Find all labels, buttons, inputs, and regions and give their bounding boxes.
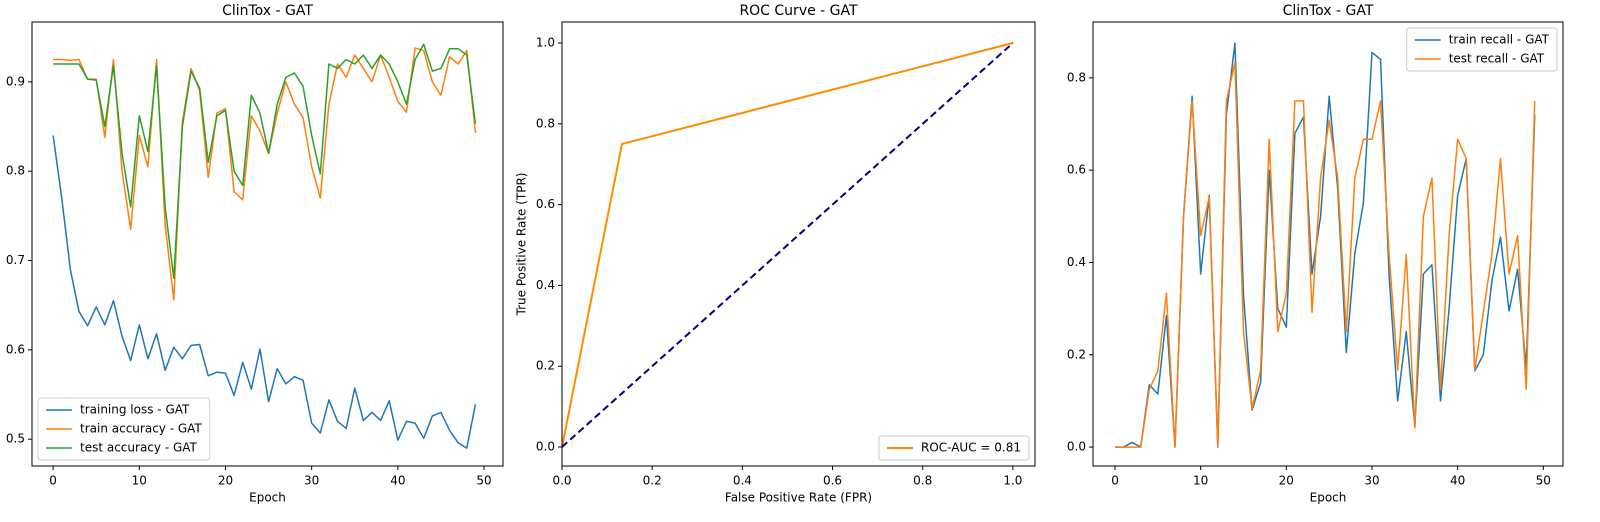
legend: train recall - GAT test recall - GAT [1406,27,1558,72]
y-tick-label: 0.0 [536,440,555,454]
axes-frame [31,21,504,467]
axes-frame [561,21,1036,467]
y-tick-label: 0.8 [1067,70,1086,84]
y-tick-label: 0.6 [1067,163,1086,177]
x-tick-label: 10 [1193,474,1208,488]
y-tick-label: 0.9 [6,74,25,88]
chart-title: ClinTox - GAT [222,3,313,19]
legend-label: test recall - GAT [1449,52,1545,66]
legend-label: training loss - GAT [80,403,190,417]
x-tick-label: 40 [1450,474,1465,488]
x-axis-label: Epoch [249,491,286,505]
x-tick-label: 0.2 [643,474,662,488]
y-tick-label: 0.4 [536,278,555,292]
x-tick-label: 20 [1279,474,1294,488]
axes-frame [1092,21,1564,467]
x-tick-label: 0.4 [733,474,752,488]
series-line [52,135,477,449]
legend: training loss - GAT train accuracy - GAT t… [37,397,211,461]
x-axis-label: False Positive Rate (FPR) [725,491,872,505]
chart-title: ClinTox - GAT [1283,3,1374,19]
series-line [562,42,1014,448]
legend-box [1406,27,1558,72]
legend-label: test accuracy - GAT [80,441,198,455]
panel: ClinTox - GAT 0 10 20 30 40 50 0.5 0.6 0.7 0.8 0.9 E… [6,3,504,505]
x-tick-label: 30 [304,474,319,488]
series-line [53,43,477,280]
x-tick-label: 10 [132,474,147,488]
x-tick-label: 1.0 [1003,474,1022,488]
y-tick-label: 0.7 [6,253,25,267]
y-tick-label: 0.6 [6,342,25,356]
series-line [562,42,1014,448]
x-tick-label: 0.0 [552,474,571,488]
panel: ROC Curve - GAT 0.0 0.2 0.4 0.6 0.8 1.0 0.0 0.2 0… [515,3,1036,505]
plot-area [562,42,1014,448]
legend-box [878,435,1030,461]
legend-label: train recall - GAT [1449,33,1550,47]
y-tick-label: 0.2 [536,359,555,373]
y-tick-label: 0.4 [1067,255,1086,269]
legend: ROC-AUC = 0.81 [878,435,1030,461]
y-tick-label: 0.6 [536,197,555,211]
x-tick-label: 0 [49,474,57,488]
series-line [53,47,477,301]
x-axis-label: Epoch [1310,491,1347,505]
x-tick-label: 20 [218,474,233,488]
x-tick-label: 50 [1536,474,1551,488]
panel: ClinTox - GAT 0 10 20 30 40 50 0.0 0.2 0.4 0.6 0.8 E… [1067,3,1564,505]
y-axis-label: True Positive Rate (TPR) [515,173,529,317]
legend-label: train accuracy - GAT [80,422,202,436]
x-tick-label: 40 [390,474,405,488]
y-tick-label: 1.0 [536,36,555,50]
plot-area [1115,42,1536,448]
chart-title: ROC Curve - GAT [739,3,858,19]
legend-label: ROC-AUC = 0.81 [921,441,1021,455]
y-tick-label: 0.8 [536,116,555,130]
x-tick-label: 50 [476,474,491,488]
series-line [1115,61,1536,448]
x-tick-label: 0.6 [823,474,842,488]
x-tick-label: 0 [1111,474,1119,488]
legend-box [37,397,211,461]
y-tick-label: 0.5 [6,432,25,446]
y-tick-label: 0.2 [1067,347,1086,361]
plot-area [52,43,477,449]
y-tick-label: 0.0 [1067,440,1086,454]
x-tick-label: 30 [1364,474,1379,488]
x-tick-label: 0.8 [913,474,932,488]
y-tick-label: 0.8 [6,164,25,178]
